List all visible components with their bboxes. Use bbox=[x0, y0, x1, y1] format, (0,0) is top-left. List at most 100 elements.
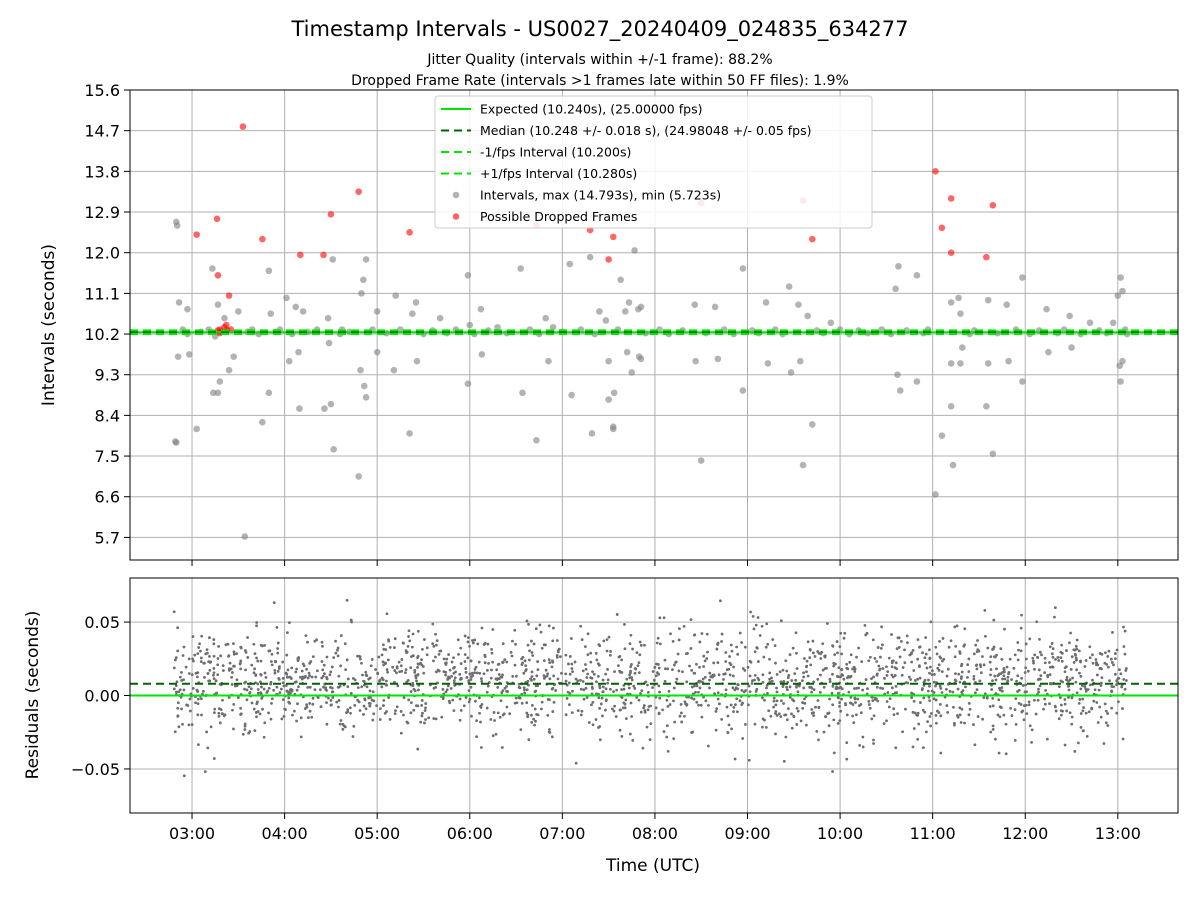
residual-point bbox=[972, 652, 976, 656]
residual-point bbox=[530, 713, 533, 717]
interval-point bbox=[628, 369, 636, 376]
residual-point bbox=[172, 687, 176, 691]
residual-point bbox=[999, 706, 1003, 709]
residual-point bbox=[624, 717, 628, 721]
legend: Expected (10.240s), (25.00000 fps)Median… bbox=[434, 95, 873, 229]
x-axis-label: Time (UTC) bbox=[605, 856, 700, 876]
interval-point bbox=[1109, 319, 1117, 327]
residual-point bbox=[434, 686, 438, 689]
residual-point bbox=[421, 665, 425, 668]
residual-point bbox=[716, 661, 720, 665]
residual-point bbox=[939, 687, 943, 690]
residual-point bbox=[385, 612, 389, 616]
residual-point bbox=[1013, 708, 1017, 712]
residual-point bbox=[206, 672, 210, 675]
residual-point bbox=[311, 696, 315, 700]
residual-point bbox=[953, 655, 957, 659]
residual-point bbox=[277, 676, 281, 680]
residual-point bbox=[531, 703, 534, 707]
residual-point bbox=[928, 665, 932, 669]
residual-point bbox=[1059, 713, 1063, 717]
residual-point bbox=[448, 668, 452, 672]
residual-point bbox=[669, 632, 672, 636]
residual-point bbox=[371, 690, 375, 694]
residual-point bbox=[1031, 659, 1035, 663]
residual-point bbox=[631, 647, 635, 651]
residual-point bbox=[876, 699, 880, 703]
residual-point bbox=[861, 688, 865, 692]
residual-point bbox=[1065, 675, 1069, 679]
residual-point bbox=[720, 632, 724, 636]
residual-point bbox=[701, 677, 705, 681]
residual-point bbox=[393, 712, 397, 716]
residual-point bbox=[1123, 652, 1127, 656]
residual-point bbox=[954, 679, 958, 683]
residual-point bbox=[278, 691, 282, 695]
residual-point bbox=[1003, 677, 1007, 681]
residual-point bbox=[469, 659, 473, 663]
residual-point bbox=[1020, 676, 1024, 680]
residual-point bbox=[866, 687, 869, 691]
residual-point bbox=[1073, 750, 1077, 753]
bottom-y-tick-label: 0.05 bbox=[84, 613, 120, 632]
interval-point bbox=[373, 348, 381, 356]
dropped-frame-point bbox=[983, 253, 990, 261]
residual-point bbox=[609, 650, 612, 653]
residual-point bbox=[1084, 711, 1088, 715]
residual-point bbox=[546, 672, 549, 676]
residual-point bbox=[530, 639, 533, 643]
residual-point bbox=[172, 666, 176, 670]
residual-point bbox=[796, 690, 800, 694]
residual-point bbox=[741, 737, 745, 740]
interval-point bbox=[1114, 292, 1122, 299]
residual-point bbox=[550, 665, 554, 669]
residual-point bbox=[894, 746, 898, 750]
interval-point bbox=[230, 353, 237, 360]
residual-point bbox=[615, 613, 619, 616]
residual-point bbox=[856, 697, 860, 701]
interval-point bbox=[896, 387, 904, 394]
residual-point bbox=[503, 658, 507, 661]
residual-point bbox=[770, 676, 773, 680]
residual-point bbox=[199, 660, 203, 663]
residual-point bbox=[282, 714, 286, 718]
residual-point bbox=[802, 675, 806, 679]
residual-point bbox=[921, 746, 925, 750]
residual-point bbox=[898, 655, 902, 659]
residual-point bbox=[748, 674, 752, 678]
residual-point bbox=[795, 651, 798, 655]
residual-point bbox=[894, 661, 898, 665]
interval-point bbox=[711, 303, 719, 311]
residual-point bbox=[450, 660, 454, 664]
residual-point bbox=[637, 671, 641, 675]
residual-point bbox=[420, 658, 423, 662]
residual-point bbox=[999, 647, 1003, 651]
residual-point bbox=[827, 724, 831, 728]
residual-point bbox=[1069, 631, 1072, 635]
residual-point bbox=[542, 659, 546, 662]
residual-point bbox=[180, 707, 183, 711]
residual-point bbox=[848, 701, 852, 705]
residual-point bbox=[421, 711, 424, 715]
residual-point bbox=[244, 668, 247, 672]
residual-point bbox=[1112, 663, 1115, 667]
residual-point bbox=[958, 680, 962, 684]
residual-point bbox=[938, 684, 942, 688]
residual-point bbox=[690, 685, 694, 689]
residual-point bbox=[734, 686, 738, 690]
residual-point bbox=[286, 631, 289, 635]
residual-point bbox=[887, 656, 891, 660]
interval-point bbox=[955, 294, 962, 302]
residual-point bbox=[748, 659, 752, 663]
residual-point bbox=[380, 653, 384, 657]
residual-point bbox=[806, 674, 810, 678]
bottom-x-tick-label: 07:00 bbox=[539, 824, 585, 843]
interval-point bbox=[296, 405, 303, 412]
residual-point bbox=[812, 651, 815, 655]
residual-point bbox=[703, 659, 707, 663]
residual-point bbox=[1098, 652, 1102, 655]
residual-point bbox=[275, 685, 279, 689]
residual-point bbox=[813, 654, 817, 658]
residual-point bbox=[774, 710, 778, 713]
residual-point bbox=[857, 646, 860, 650]
